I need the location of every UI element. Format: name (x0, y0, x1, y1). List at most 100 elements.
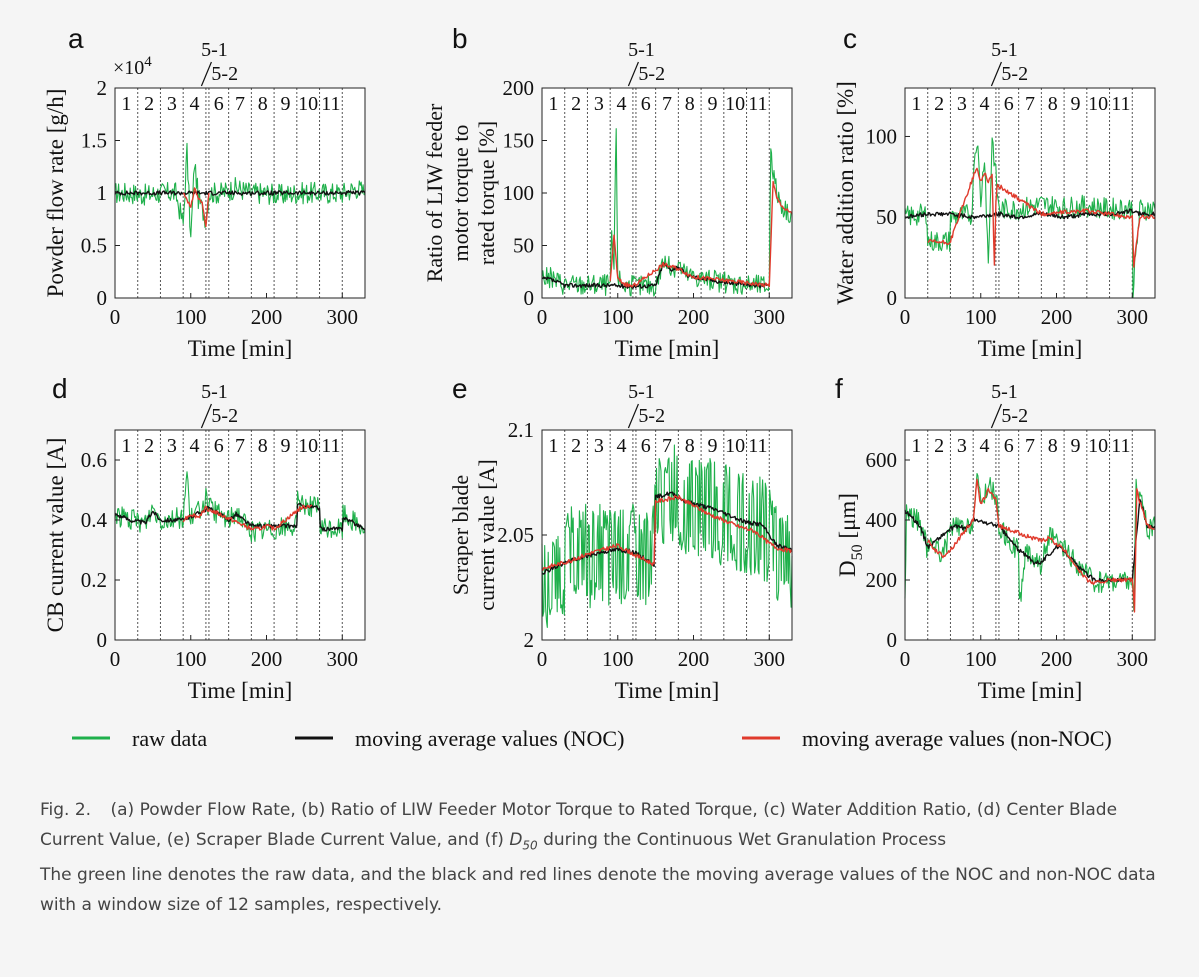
chart-panel-b: b 1 2 3 4 6 7 8 9 10 11 5-15-2 0 100 200 300 0 50 100 150 20… (422, 23, 793, 361)
plot-area (905, 88, 1155, 298)
phase-label: 10 (298, 93, 318, 115)
panel-letter: e (452, 373, 468, 404)
x-tick-label: 0 (537, 647, 548, 671)
phase-label: 6 (641, 93, 651, 115)
series-line-non-noc (182, 504, 313, 531)
x-axis-label: Time [min] (978, 678, 1083, 703)
y-tick-label: 0.2 (81, 568, 107, 592)
x-tick-label: 300 (754, 305, 786, 329)
phase-label: 8 (258, 93, 268, 115)
x-axis-label: Time [min] (615, 336, 720, 361)
series-line-noc (114, 190, 366, 196)
phase-label-5-1: 5-1 (201, 381, 228, 403)
phase-label: 6 (1004, 93, 1014, 115)
axis-multiplier: ×104 (113, 54, 152, 79)
phase-label: 8 (685, 435, 695, 457)
x-tick-label: 200 (251, 647, 283, 671)
y-tick-label: 0.4 (81, 508, 108, 532)
chart-panel-d: d 1 2 3 4 6 7 8 9 10 11 5-15-2 0 100 200 300 0 0.2 0.4 0.6 T… (43, 373, 366, 703)
phase-label-5-1: 5-1 (201, 39, 228, 61)
phase-label: 4 (190, 435, 200, 457)
phase-label-5-2: 5-2 (1001, 405, 1028, 427)
phase-label: 11 (1111, 435, 1130, 457)
phase-5-slash (200, 403, 212, 429)
phase-label: 6 (641, 435, 651, 457)
phase-label: 9 (1070, 93, 1080, 115)
x-tick-label: 200 (1041, 647, 1073, 671)
caption-line-1-end: during the Continuous Wet Granulation Pr… (543, 830, 947, 850)
phase-label: 11 (321, 93, 340, 115)
phase-label: 9 (280, 93, 290, 115)
phase-label: 1 (121, 435, 131, 457)
phase-label: 7 (1025, 93, 1035, 115)
phase-label: 8 (1048, 435, 1058, 457)
y-tick-label: 0 (887, 286, 898, 310)
y-tick-label: 1.5 (81, 129, 107, 153)
panel-letter: d (52, 373, 68, 404)
phase-label: 2 (571, 93, 581, 115)
legend-label: moving average values (non-NOC) (802, 726, 1112, 751)
phase-label-5-2: 5-2 (211, 405, 238, 427)
series-line-non-noc (541, 495, 793, 571)
phase-5-slash (627, 61, 639, 87)
y-tick-label: 400 (866, 508, 898, 532)
phase-label: 8 (258, 435, 268, 457)
phase-label: 10 (298, 435, 318, 457)
phase-label-5-1: 5-1 (628, 381, 655, 403)
x-tick-label: 300 (327, 305, 359, 329)
x-tick-label: 300 (1117, 647, 1149, 671)
caption-paragraph-1: Fig. 2. (a) Powder Flow Rate, (b) Ratio … (40, 795, 1170, 860)
phase-label: 7 (1025, 435, 1035, 457)
panel-letter: f (835, 373, 843, 404)
phase-label: 10 (1088, 435, 1108, 457)
phase-label: 7 (662, 435, 672, 457)
chart-panel-c: c 1 2 3 4 6 7 8 9 10 11 5-15-2 0 100 200 300 0 50 100 Time … (833, 23, 1156, 361)
chart-panel-f: f 1 2 3 4 6 7 8 9 10 11 5-15-2 0 100 200 300 0 200 400 600 T… (835, 373, 1156, 703)
x-tick-label: 300 (754, 647, 786, 671)
caption-d50-main: D (509, 830, 523, 850)
x-axis-label: Time [min] (188, 336, 293, 361)
y-tick-label: 100 (503, 181, 535, 205)
panel-letter: c (843, 23, 857, 54)
y-axis-label: Water addition ratio [%] (833, 81, 858, 305)
x-tick-label: 0 (900, 305, 911, 329)
phase-5-slash (990, 61, 1002, 87)
phase-label: 2 (571, 435, 581, 457)
x-axis-label: Time [min] (978, 336, 1083, 361)
phase-label: 1 (121, 93, 131, 115)
y-tick-label: 150 (503, 129, 535, 153)
phase-label-5-1: 5-1 (991, 39, 1018, 61)
y-tick-label: 0.6 (81, 448, 107, 472)
phase-label: 9 (280, 435, 290, 457)
y-tick-label: 0 (887, 628, 898, 652)
multiplier-exponent: 4 (144, 54, 152, 70)
phase-label-5-1: 5-1 (991, 381, 1018, 403)
y-tick-label: 200 (866, 568, 898, 592)
x-tick-label: 200 (1041, 305, 1073, 329)
phase-label: 11 (1111, 93, 1130, 115)
y-axis-label: CB current value [A] (43, 438, 68, 633)
y-tick-label: 2.05 (497, 523, 534, 547)
plot-area (542, 88, 792, 298)
phase-label: 9 (1070, 435, 1080, 457)
y-axis-label-line: Ratio of LIW feeder (422, 103, 447, 282)
phase-label: 4 (980, 93, 990, 115)
y-tick-label: 0 (524, 286, 535, 310)
series-line-non-noc (927, 167, 1156, 268)
phase-label: 6 (214, 435, 224, 457)
axes-frame (114, 429, 366, 641)
y-tick-label: 0.5 (81, 234, 107, 258)
phase-label: 9 (707, 435, 717, 457)
phase-label-5-2: 5-2 (1001, 63, 1028, 85)
caption-d50-sub: 50 (522, 838, 538, 853)
legend: raw data moving average values (NOC) movin… (72, 726, 1112, 751)
phase-label: 1 (548, 93, 558, 115)
phase-label: 3 (957, 435, 967, 457)
chart-panel-a: a1 2 3 4 6 7 8 9 10 115-15-20 100 200 30000.511.52Ti… (43, 23, 366, 361)
x-tick-label: 0 (537, 305, 548, 329)
y-label-main: D (835, 560, 860, 577)
y-tick-label: 0 (97, 286, 108, 310)
phase-label: 3 (167, 93, 177, 115)
phase-label: 2 (144, 435, 154, 457)
y-tick-label: 0 (97, 628, 108, 652)
